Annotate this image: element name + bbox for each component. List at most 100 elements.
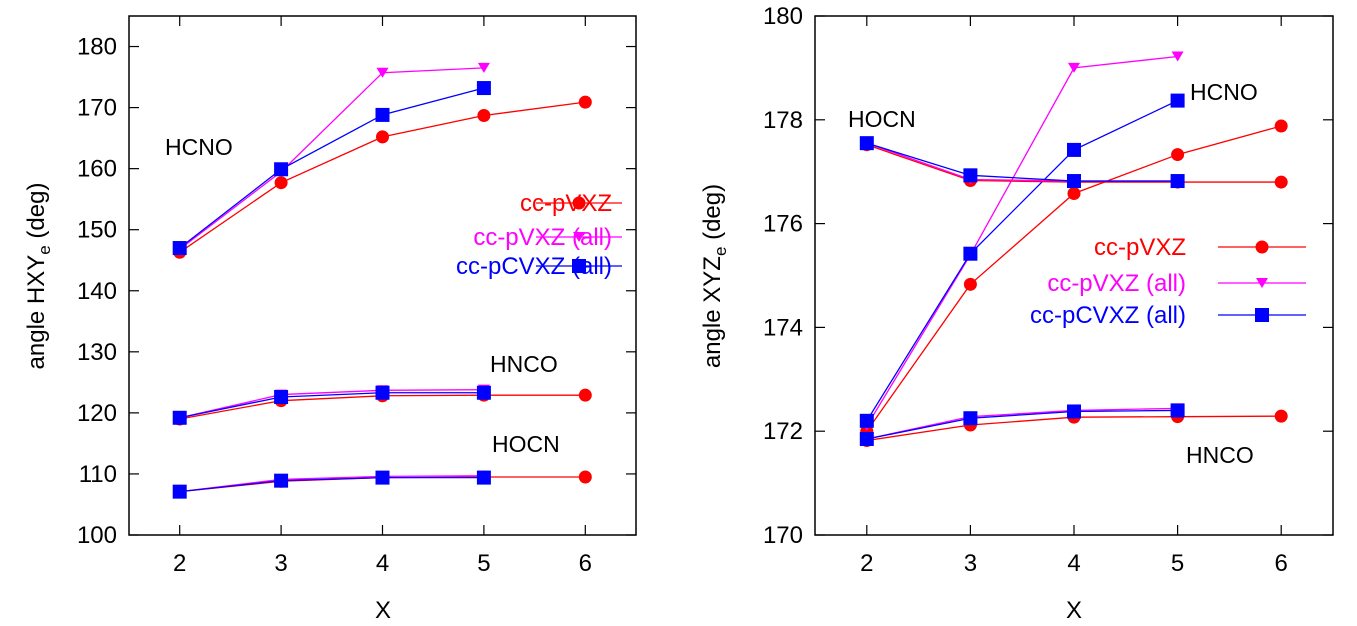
data-point [274, 473, 289, 488]
data-point [963, 277, 977, 291]
data-point [476, 81, 491, 96]
y-tick-label: 170 [77, 95, 117, 122]
molecule-label: HOCN [848, 106, 916, 132]
y-tick-label: 150 [77, 217, 117, 244]
series-group-hcno [859, 51, 1288, 438]
molecule-label: HNCO [490, 351, 558, 377]
data-point [375, 470, 390, 485]
y-axis-label-main: angle XYZ [699, 256, 726, 368]
x-tick-label: 6 [1275, 550, 1288, 577]
molecule-label: HNCO [1186, 442, 1254, 468]
y-tick-label: 180 [763, 3, 803, 30]
x-tick-label: 3 [964, 550, 977, 577]
series-line [179, 392, 484, 419]
data-point [1274, 409, 1288, 423]
series-line [179, 67, 484, 250]
data-point [172, 484, 187, 499]
legend-label: cc-pCVXZ (all) [1030, 302, 1186, 329]
legend-marker [572, 196, 586, 210]
data-point [1170, 93, 1185, 108]
data-point [1067, 174, 1081, 189]
data-point [477, 109, 491, 123]
y-axis-label-subscript: e [711, 247, 730, 256]
data-point [376, 130, 389, 144]
molecule-label: HCNO [165, 134, 233, 160]
series-line [179, 389, 484, 419]
legend-marker [1256, 278, 1268, 288]
y-tick-label: 178 [763, 107, 803, 134]
legend-marker [573, 232, 585, 242]
y-axis-label: angle XYZe (deg) [699, 184, 730, 368]
data-point [859, 136, 874, 151]
y-axis-label-unit: (deg) [699, 184, 726, 247]
data-point [1067, 142, 1081, 157]
x-tick-label: 3 [274, 550, 287, 577]
data-point [963, 246, 978, 261]
y-axis-label-unit: (deg) [23, 183, 50, 246]
data-point [172, 241, 187, 256]
data-point [1067, 186, 1081, 200]
data-point [477, 62, 490, 73]
data-point [578, 95, 592, 109]
molecule-label: HCNO [1190, 79, 1258, 105]
y-tick-label: 174 [763, 314, 803, 341]
data-point [1067, 404, 1081, 419]
data-point [376, 67, 389, 78]
data-point [375, 107, 390, 122]
series-line [179, 476, 484, 493]
x-axis-label: X [375, 597, 391, 624]
data-point [1274, 119, 1288, 133]
series-line [866, 55, 1178, 427]
data-point [1068, 62, 1080, 73]
y-tick-label: 170 [763, 522, 803, 549]
data-point [274, 176, 288, 190]
series-line [866, 407, 1178, 440]
x-tick-label: 2 [860, 550, 873, 577]
data-point [172, 410, 187, 425]
data-point [476, 470, 491, 485]
data-point [859, 431, 874, 446]
legend-marker [572, 259, 586, 273]
series-group-hocn [172, 470, 592, 499]
y-tick-label: 100 [77, 522, 117, 549]
series-line [179, 87, 485, 249]
y-axis-label-main: angle HXY [23, 255, 50, 370]
series-group-hocn [859, 136, 1288, 189]
series-group-hcno [172, 62, 592, 259]
y-tick-label: 160 [77, 156, 117, 183]
molecule-label: HOCN [492, 431, 560, 457]
data-point [1171, 51, 1184, 62]
data-point [274, 162, 289, 177]
series-group-hnco [172, 384, 592, 426]
x-tick-label: 4 [376, 550, 389, 577]
y-axis-label-subscript: e [35, 245, 54, 254]
data-point [578, 388, 592, 402]
y-tick-label: 180 [77, 34, 117, 61]
x-tick-label: 6 [579, 550, 592, 577]
legend-marker [1255, 308, 1269, 322]
series-group-hnco [859, 403, 1288, 448]
x-tick-label: 5 [477, 550, 490, 577]
x-tick-label: 4 [1067, 550, 1080, 577]
data-point [1171, 148, 1185, 162]
data-point [1274, 175, 1288, 189]
y-tick-label: 110 [79, 461, 117, 488]
y-tick-label: 120 [77, 400, 117, 427]
data-point [476, 385, 491, 400]
legend-label: cc-pVXZ [1094, 234, 1186, 261]
data-point [963, 411, 978, 426]
y-tick-label: 130 [77, 339, 117, 366]
series-line [866, 100, 1178, 422]
data-point [274, 390, 289, 405]
series-line [866, 409, 1178, 440]
data-point [375, 385, 390, 400]
data-point [963, 168, 978, 183]
data-point [859, 413, 874, 428]
y-tick-label: 172 [763, 418, 803, 445]
y-tick-label: 140 [77, 278, 117, 305]
